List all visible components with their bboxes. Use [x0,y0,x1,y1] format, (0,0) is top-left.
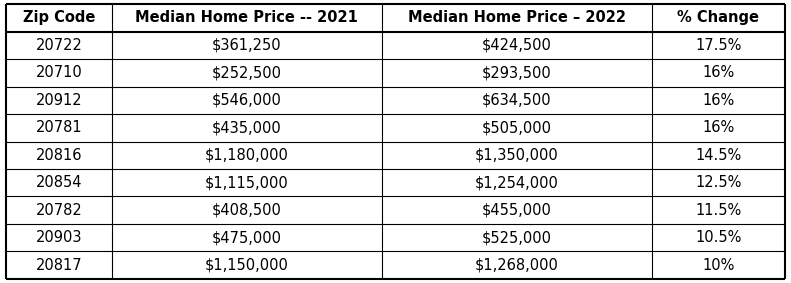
Text: 20710: 20710 [36,65,82,80]
Text: $1,180,000: $1,180,000 [205,148,289,163]
Text: $435,000: $435,000 [212,120,282,135]
Text: 20903: 20903 [36,230,82,245]
Text: $525,000: $525,000 [482,230,552,245]
Text: 20782: 20782 [36,203,82,218]
Text: $505,000: $505,000 [482,120,552,135]
Text: 17.5%: 17.5% [695,38,741,53]
Text: $293,500: $293,500 [482,65,551,80]
Text: $634,500: $634,500 [482,93,551,108]
Text: 20912: 20912 [36,93,82,108]
Text: $1,115,000: $1,115,000 [205,175,289,190]
Text: 20854: 20854 [36,175,82,190]
Text: $1,268,000: $1,268,000 [475,258,558,273]
Text: 20781: 20781 [36,120,82,135]
Text: % Change: % Change [677,10,759,25]
Text: $252,500: $252,500 [212,65,282,80]
Text: 16%: 16% [702,93,734,108]
Text: 20722: 20722 [36,38,82,53]
Text: 16%: 16% [702,65,734,80]
Text: 12.5%: 12.5% [695,175,741,190]
Text: 10.5%: 10.5% [695,230,741,245]
Text: 14.5%: 14.5% [695,148,741,163]
Text: $1,350,000: $1,350,000 [475,148,558,163]
Text: $424,500: $424,500 [482,38,552,53]
Text: $455,000: $455,000 [482,203,552,218]
Text: Median Home Price -- 2021: Median Home Price -- 2021 [135,10,358,25]
Text: 20817: 20817 [36,258,82,273]
Text: Zip Code: Zip Code [23,10,95,25]
Text: $361,250: $361,250 [212,38,282,53]
Text: $1,150,000: $1,150,000 [205,258,289,273]
Text: 11.5%: 11.5% [695,203,741,218]
Text: $475,000: $475,000 [212,230,282,245]
Text: Median Home Price – 2022: Median Home Price – 2022 [408,10,626,25]
Text: $546,000: $546,000 [212,93,282,108]
Text: $1,254,000: $1,254,000 [475,175,558,190]
Text: 20816: 20816 [36,148,82,163]
Text: 16%: 16% [702,120,734,135]
Text: 10%: 10% [702,258,735,273]
Text: $408,500: $408,500 [212,203,282,218]
